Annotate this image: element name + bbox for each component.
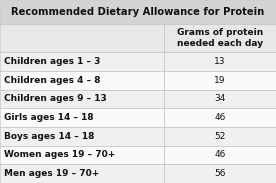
- Text: Men ages 19 – 70+: Men ages 19 – 70+: [4, 169, 100, 178]
- Text: 46: 46: [214, 113, 226, 122]
- Bar: [164, 52, 276, 71]
- Text: 46: 46: [214, 150, 226, 160]
- Bar: [0, 0, 276, 24]
- Text: Children ages 1 – 3: Children ages 1 – 3: [4, 57, 100, 66]
- Text: Girls ages 14 – 18: Girls ages 14 – 18: [4, 113, 94, 122]
- Text: Boys ages 14 – 18: Boys ages 14 – 18: [4, 132, 94, 141]
- Text: Recommended Dietary Allowance for Protein: Recommended Dietary Allowance for Protei…: [11, 7, 265, 17]
- Text: 34: 34: [214, 94, 226, 103]
- Bar: [0, 71, 164, 90]
- Bar: [0, 52, 164, 71]
- Text: Children ages 4 – 8: Children ages 4 – 8: [4, 76, 101, 85]
- Bar: [164, 164, 276, 183]
- Bar: [164, 90, 276, 108]
- Bar: [164, 24, 276, 52]
- Bar: [164, 71, 276, 90]
- Text: Grams of protein
needed each day: Grams of protein needed each day: [177, 28, 263, 48]
- Text: Women ages 19 – 70+: Women ages 19 – 70+: [4, 150, 116, 160]
- Text: 19: 19: [214, 76, 226, 85]
- Bar: [0, 127, 164, 146]
- Text: Children ages 9 – 13: Children ages 9 – 13: [4, 94, 107, 103]
- Text: 56: 56: [214, 169, 226, 178]
- Text: 52: 52: [214, 132, 226, 141]
- Bar: [0, 164, 164, 183]
- Text: 13: 13: [214, 57, 226, 66]
- Bar: [0, 108, 164, 127]
- Bar: [164, 108, 276, 127]
- Bar: [0, 90, 164, 108]
- Bar: [0, 146, 164, 164]
- Bar: [0, 24, 164, 52]
- Bar: [164, 127, 276, 146]
- Bar: [164, 146, 276, 164]
